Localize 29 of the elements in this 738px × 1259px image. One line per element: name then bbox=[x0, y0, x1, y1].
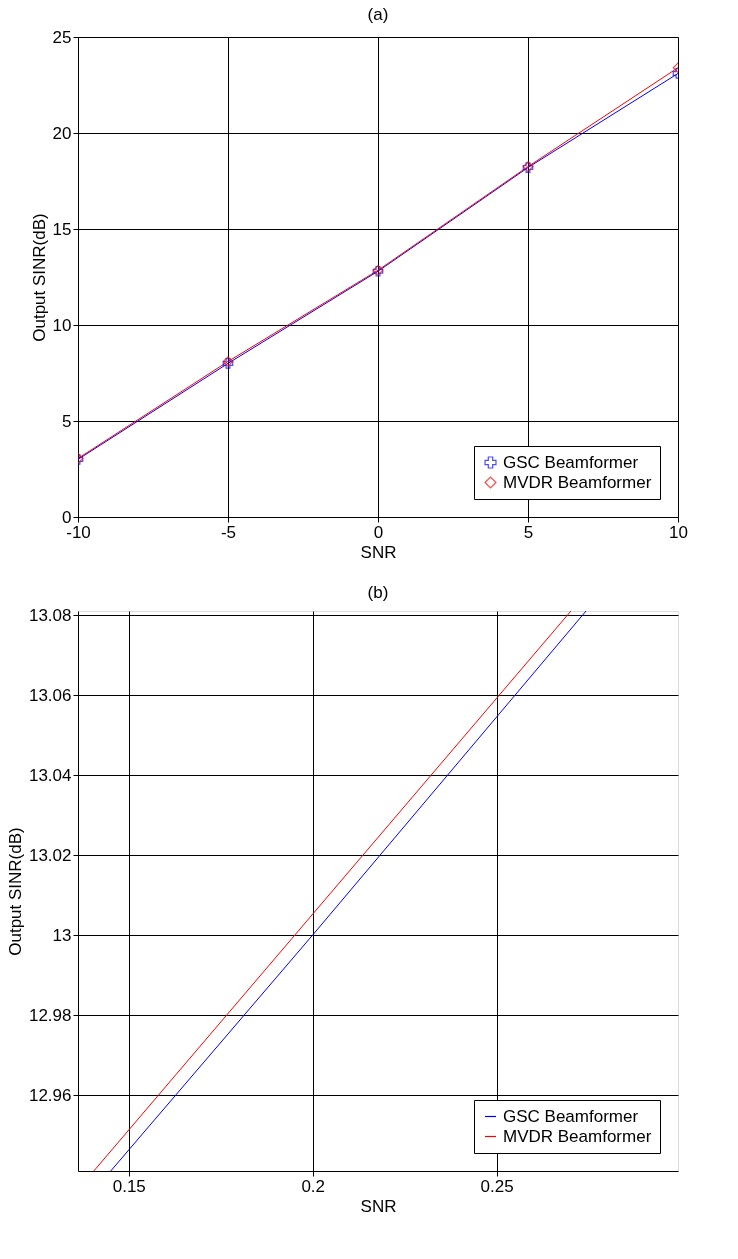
y-tick-label: 13.06 bbox=[28, 685, 72, 705]
y-tick-label: 10 bbox=[52, 315, 72, 335]
legend-label: MVDR Beamformer bbox=[503, 1126, 652, 1146]
legend-label: GSC Beamformer bbox=[503, 452, 639, 472]
x-tick-label: 0.25 bbox=[480, 1176, 514, 1196]
x-tick-label: -5 bbox=[220, 522, 237, 542]
y-tick-label: 13.02 bbox=[28, 845, 72, 865]
legend-label: MVDR Beamformer bbox=[503, 472, 652, 492]
y-tick-label: 15 bbox=[52, 219, 72, 239]
y-tick-label: 12.98 bbox=[28, 1005, 72, 1025]
x-axis-title: SNR bbox=[360, 1196, 397, 1216]
chart-title: (b) bbox=[367, 583, 389, 602]
chart-title: (a) bbox=[367, 5, 389, 24]
x-tick-label: 0.2 bbox=[301, 1176, 326, 1196]
y-tick-label: 25 bbox=[52, 27, 72, 47]
y-tick-label: 20 bbox=[52, 123, 72, 143]
y-tick-label: 12.96 bbox=[28, 1085, 72, 1105]
x-tick-label: 0.15 bbox=[112, 1176, 146, 1196]
x-tick-label: 5 bbox=[523, 522, 534, 542]
x-tick-label: 10 bbox=[669, 522, 688, 542]
y-tick-label: 13 bbox=[52, 925, 72, 945]
legend-label: GSC Beamformer bbox=[503, 1106, 639, 1126]
y-tick-label: 13.08 bbox=[28, 605, 72, 625]
y-axis-title: Output SINR(dB) bbox=[29, 213, 49, 342]
x-axis-title: SNR bbox=[360, 542, 397, 562]
y-tick-label: 5 bbox=[62, 411, 72, 431]
y-axis-title: Output SINR(dB) bbox=[5, 827, 25, 956]
y-tick-label: 13.04 bbox=[28, 765, 72, 785]
x-tick-label: 0 bbox=[373, 522, 384, 542]
